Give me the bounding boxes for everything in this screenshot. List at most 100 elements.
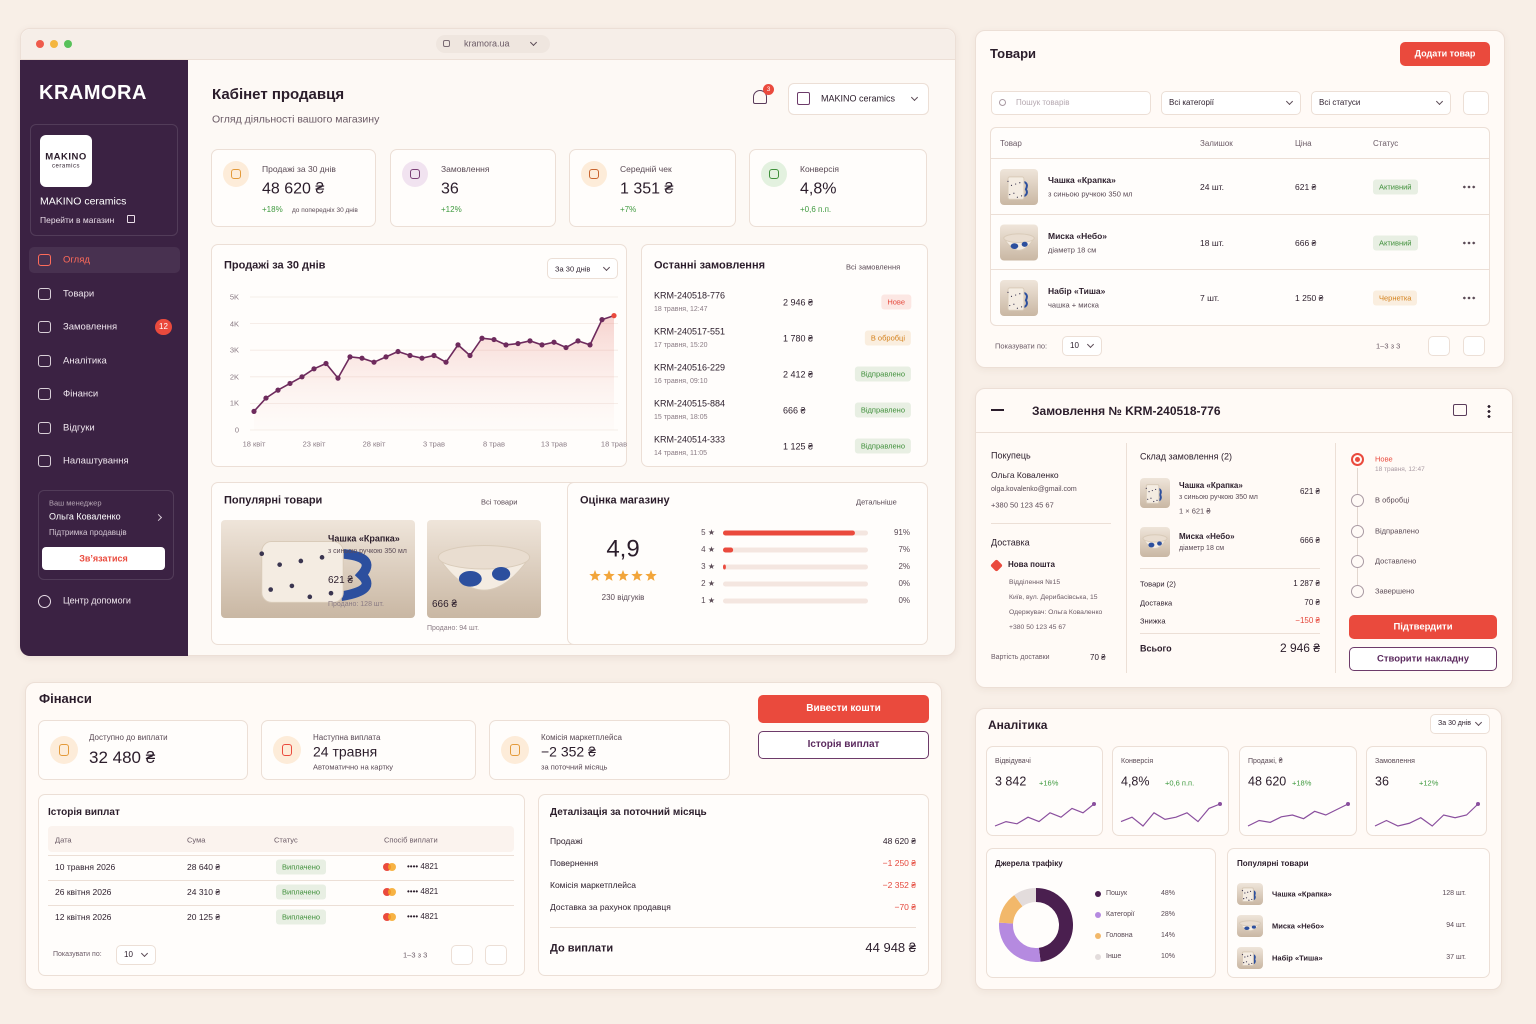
text: 4,8% — [800, 180, 837, 198]
pager-button[interactable] — [485, 945, 507, 965]
badge-count: 3 — [766, 85, 771, 93]
select[interactable] — [116, 945, 156, 965]
button[interactable] — [1400, 42, 1490, 66]
nav-item[interactable]: Налаштування — [63, 455, 129, 467]
pager-button[interactable] — [1428, 336, 1450, 356]
back-arrow[interactable] — [991, 409, 1004, 411]
text: Чашка «Крапка» — [1272, 889, 1332, 899]
nav-item[interactable]: Фінанси — [63, 388, 99, 400]
x-tick-label: 28 квіт — [362, 439, 386, 449]
row-menu[interactable] — [1462, 296, 1476, 300]
legend-label: Інше — [1106, 952, 1122, 960]
text: з синьою ручкою 350 мл — [1179, 493, 1258, 501]
text: KRAMORA — [39, 82, 147, 104]
icon-glyph — [410, 168, 420, 180]
button[interactable] — [42, 547, 165, 570]
menu-icon[interactable] — [1487, 404, 1491, 418]
divider — [550, 927, 916, 928]
link[interactable]: Детальніше — [856, 497, 897, 507]
text: 36 — [441, 180, 459, 198]
column-header: Статус — [274, 835, 298, 845]
button[interactable] — [1349, 615, 1497, 639]
bar-label: 5 ★ — [701, 528, 715, 538]
status-badge: Нове — [881, 294, 911, 310]
text: 70 ₴ — [1304, 597, 1320, 607]
status-badge: Відправлено — [854, 402, 911, 418]
shop-select[interactable] — [788, 83, 929, 115]
button[interactable] — [758, 695, 929, 723]
row-menu[interactable] — [1462, 240, 1476, 245]
link[interactable]: Всі замовлення — [846, 262, 901, 272]
pager-button[interactable] — [451, 945, 473, 965]
text: Миска «Небо» — [1179, 532, 1235, 542]
button[interactable] — [758, 731, 929, 759]
text: Склад замовлення (2) — [1140, 451, 1233, 462]
text: 666 ₴ — [1295, 237, 1317, 248]
text: 2 946 ₴ — [1279, 640, 1320, 655]
y-tick-label: 0 — [234, 425, 239, 435]
text: +0,6 п.п. — [800, 205, 832, 215]
column-header: Спосіб виплати — [384, 835, 438, 845]
link[interactable]: Перейти в магазин — [40, 214, 115, 225]
text: Ольга Коваленко — [991, 469, 1059, 480]
divider — [991, 523, 1111, 524]
lock-icon — [443, 40, 450, 47]
link[interactable]: Всі товари — [481, 497, 518, 507]
text: Історія виплат — [48, 807, 120, 818]
shop-icon — [797, 92, 810, 105]
search-input[interactable] — [991, 91, 1151, 115]
row-divider — [991, 213, 1489, 215]
nav-icon — [38, 287, 51, 300]
button[interactable] — [1349, 647, 1497, 671]
nav-item[interactable]: Відгуки — [63, 421, 95, 433]
card — [538, 794, 929, 976]
nav-item[interactable]: Товари — [63, 287, 95, 299]
pager-button[interactable] — [1463, 336, 1485, 356]
select[interactable] — [547, 258, 618, 279]
value-label: 2% — [898, 562, 910, 572]
select[interactable] — [1161, 91, 1301, 115]
select[interactable] — [1311, 91, 1451, 115]
text: 2 412 ₴ — [783, 369, 814, 380]
text: Продажі, ₴ — [1248, 757, 1283, 765]
text: 36 — [1375, 774, 1389, 789]
text: Конверсія — [1121, 757, 1154, 765]
filter-button[interactable] — [1463, 91, 1489, 115]
text: MAKINO ceramics — [40, 195, 127, 208]
row-menu[interactable] — [1462, 185, 1476, 189]
select[interactable] — [1430, 714, 1490, 734]
icon-glyph — [281, 744, 293, 756]
icon — [581, 161, 607, 187]
timeline-dot — [1351, 585, 1364, 598]
nav-icon — [38, 321, 51, 333]
text: Всі категорії — [1169, 98, 1214, 108]
select[interactable] — [1062, 336, 1102, 356]
nav-icon — [38, 421, 51, 434]
text: 1 780 ₴ — [783, 333, 814, 344]
print-icon[interactable] — [1453, 404, 1467, 416]
text: Вартість доставки — [991, 653, 1050, 661]
icon — [50, 736, 78, 764]
text: За 30 днів — [555, 264, 591, 273]
text: +18% — [262, 205, 283, 215]
timeline-dot-core — [1355, 457, 1360, 462]
notification-badge — [763, 84, 774, 95]
status-badge: Відправлено — [854, 366, 911, 382]
legend-label: Головна — [1106, 931, 1133, 939]
text: Доставка за рахунок продавця — [550, 901, 671, 912]
text: +7% — [620, 205, 637, 215]
nav-item[interactable]: Аналітика — [63, 354, 107, 366]
bell-icon[interactable] — [753, 90, 767, 104]
nav-item[interactable]: Замовлення — [63, 321, 118, 333]
text: 10 — [124, 950, 133, 960]
text: 37 шт. — [1446, 953, 1466, 961]
icon — [223, 161, 249, 187]
text: 24 травня — [313, 743, 378, 760]
nav-item[interactable]: Огляд — [63, 254, 90, 266]
value-label: 0% — [898, 579, 910, 589]
text: Продажі за 30 днів — [224, 259, 326, 272]
column-header: Товар — [1000, 139, 1022, 149]
link[interactable]: Центр допомоги — [63, 595, 131, 606]
text: 94 шт. — [1446, 921, 1466, 929]
text: Останні замовлення — [654, 259, 766, 272]
